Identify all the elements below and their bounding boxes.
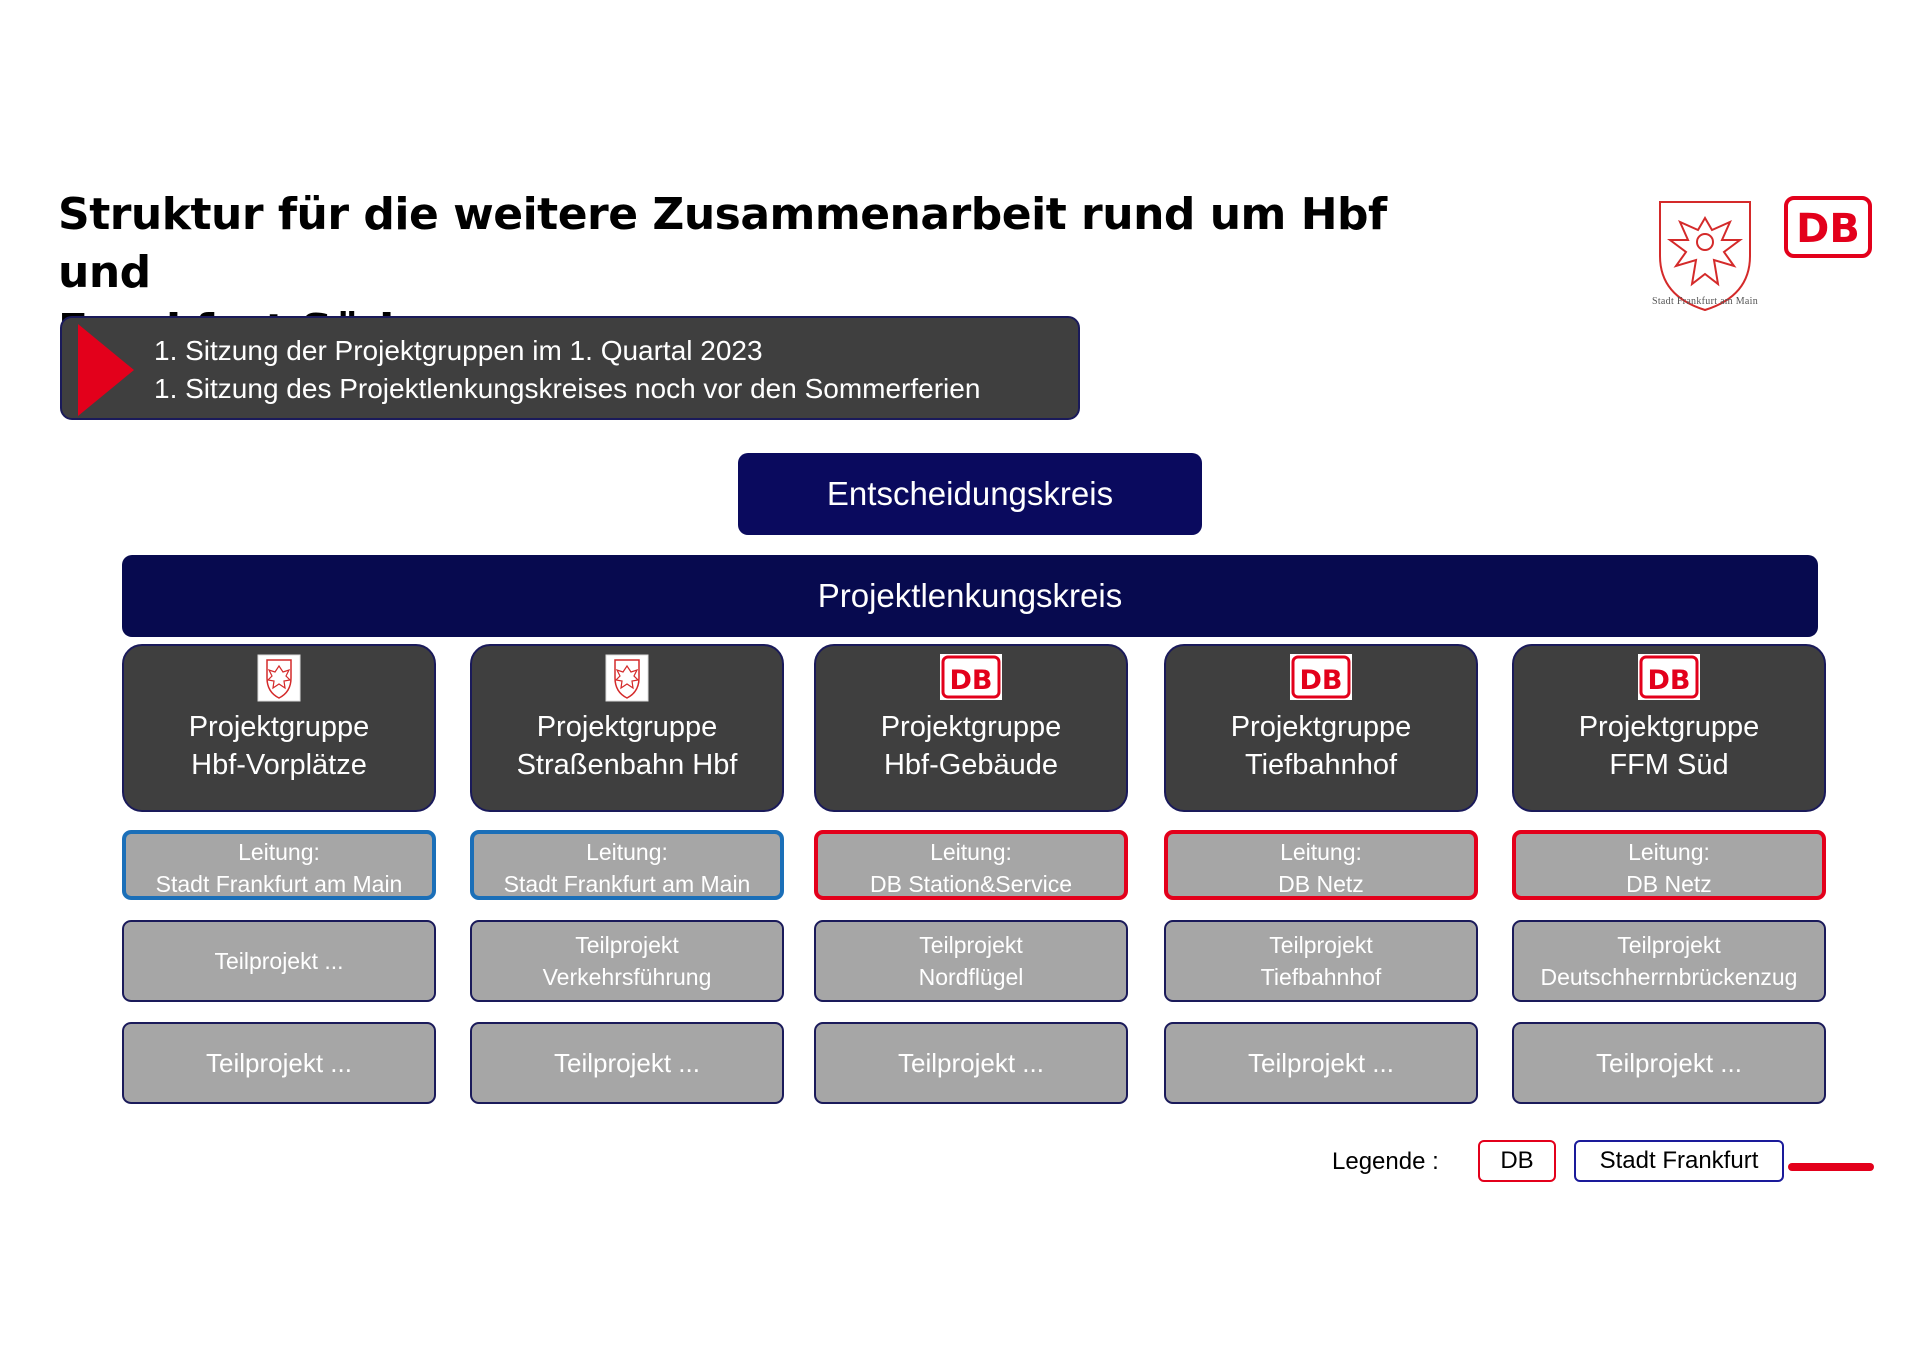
projektgruppe-name: Tiefbahnhof — [1244, 749, 1398, 781]
teilprojekt-name: Verkehrsführung — [542, 964, 712, 990]
projektgruppe-box: Projektgruppe Hbf-Vorplätze — [122, 644, 436, 812]
title-line-1: Struktur für die weitere Zusammenarbeit … — [58, 189, 1387, 298]
db-logo-text: DB — [950, 665, 993, 696]
teilprojekt-label: Teilprojekt ... — [1248, 1047, 1394, 1078]
meeting-banner: 1. Sitzung der Projektgruppen im 1. Quar… — [60, 316, 1080, 420]
projektlenkungskreis-label: Projektlenkungskreis — [817, 577, 1123, 614]
frankfurt-logo-caption: Stadt Frankfurt am Main — [1651, 296, 1759, 307]
teilprojekt-box: Teilprojekt ... — [122, 920, 436, 1002]
leitung-box: Leitung: DB Station&Service — [814, 830, 1128, 900]
db-logo-icon: DB — [940, 654, 1002, 700]
teilprojekt-box: Teilprojekt ... — [470, 1022, 784, 1104]
projektgruppe-label: Projektgruppe — [1230, 711, 1412, 743]
teilprojekt-name: Nordflügel — [918, 964, 1024, 990]
projektgruppe-name: FFM Süd — [1609, 749, 1729, 781]
leitung-name: Stadt Frankfurt am Main — [503, 871, 751, 897]
leitung-name: DB Netz — [1278, 871, 1364, 897]
frankfurt-eagle-icon — [605, 654, 649, 702]
legend-db-swatch: DB — [1478, 1140, 1556, 1182]
db-logo-text: DB — [1796, 206, 1860, 252]
projektgruppe-label: Projektgruppe — [1578, 711, 1760, 743]
banner-line-1: 1. Sitzung der Projektgruppen im 1. Quar… — [154, 335, 763, 366]
legend-stadt-swatch: Stadt Frankfurt — [1574, 1140, 1784, 1182]
projektgruppe-name: Straßenbahn Hbf — [516, 749, 738, 781]
teilprojekt-label: Teilprojekt ... — [898, 1047, 1044, 1078]
teilprojekt-box: Teilprojekt ... — [814, 1022, 1128, 1104]
projektlenkungskreis-box: Projektlenkungskreis — [122, 555, 1818, 637]
leitung-name: Stadt Frankfurt am Main — [155, 871, 403, 897]
legend-label: Legende : — [1332, 1148, 1439, 1175]
teilprojekt-name: Deutschherrnbrückenzug — [1540, 964, 1798, 990]
teilprojekt-box: Teilprojekt ... — [122, 1022, 436, 1104]
red-arrow-icon — [78, 324, 134, 416]
projektgruppe-box: Projektgruppe Straßenbahn Hbf — [470, 644, 784, 812]
leitung-label: Leitung: — [586, 839, 668, 865]
teilprojekt-box: Teilprojekt ... — [1512, 1022, 1826, 1104]
teilprojekt-box: Teilprojekt ... — [1164, 1022, 1478, 1104]
db-logo-icon: DB — [1638, 654, 1700, 700]
entscheidungskreis-box: Entscheidungskreis — [738, 453, 1202, 535]
teilprojekt-label: Teilprojekt ... — [554, 1047, 700, 1078]
teilprojekt-box: Teilprojekt Tiefbahnhof — [1164, 920, 1478, 1002]
db-logo-text: DB — [1648, 665, 1691, 696]
banner-line-2: 1. Sitzung des Projektlenkungskreises no… — [154, 373, 981, 404]
leitung-name: DB Netz — [1626, 871, 1712, 897]
legend-stadt-label: Stadt Frankfurt — [1599, 1147, 1759, 1174]
leitung-name: DB Station&Service — [870, 871, 1072, 897]
frankfurt-eagle-logo — [1659, 201, 1751, 312]
entscheidungskreis-label: Entscheidungskreis — [826, 475, 1114, 512]
projektgruppe-name: Hbf-Vorplätze — [191, 749, 367, 781]
leitung-box: Leitung: Stadt Frankfurt am Main — [122, 830, 436, 900]
frankfurt-eagle-icon — [257, 654, 301, 702]
db-logo-icon: DB — [1290, 654, 1352, 700]
teilprojekt-label: Teilprojekt — [1617, 932, 1721, 958]
teilprojekt-label: Teilprojekt ... — [1596, 1047, 1742, 1078]
projektgruppe-box: DB Projektgruppe Hbf-Gebäude — [814, 644, 1128, 812]
teilprojekt-box: Teilprojekt Verkehrsführung — [470, 920, 784, 1002]
legend-db-label: DB — [1500, 1147, 1534, 1174]
red-accent-line — [1788, 1163, 1874, 1171]
projektgruppe-box: DB Projektgruppe Tiefbahnhof — [1164, 644, 1478, 812]
projektgruppe-name: Hbf-Gebäude — [883, 749, 1059, 781]
leitung-box: Leitung: DB Netz — [1164, 830, 1478, 900]
leitung-label: Leitung: — [930, 839, 1012, 865]
db-logo-text: DB — [1300, 665, 1343, 696]
projektgruppe-label: Projektgruppe — [188, 711, 370, 743]
db-logo: DB — [1784, 196, 1872, 258]
leitung-label: Leitung: — [1280, 839, 1362, 865]
leitung-label: Leitung: — [1628, 839, 1710, 865]
teilprojekt-label: Teilprojekt — [575, 932, 679, 958]
projektgruppe-label: Projektgruppe — [536, 711, 718, 743]
teilprojekt-label: Teilprojekt — [919, 932, 1023, 958]
teilprojekt-label: Teilprojekt ... — [214, 948, 344, 974]
projektgruppe-box: DB Projektgruppe FFM Süd — [1512, 644, 1826, 812]
leitung-box: Leitung: Stadt Frankfurt am Main — [470, 830, 784, 900]
teilprojekt-label: Teilprojekt ... — [206, 1047, 352, 1078]
leitung-box: Leitung: DB Netz — [1512, 830, 1826, 900]
leitung-label: Leitung: — [238, 839, 320, 865]
teilprojekt-box: Teilprojekt Nordflügel — [814, 920, 1128, 1002]
teilprojekt-box: Teilprojekt Deutschherrnbrückenzug — [1512, 920, 1826, 1002]
teilprojekt-name: Tiefbahnhof — [1260, 964, 1382, 990]
projektgruppe-label: Projektgruppe — [880, 711, 1062, 743]
teilprojekt-label: Teilprojekt — [1269, 932, 1373, 958]
